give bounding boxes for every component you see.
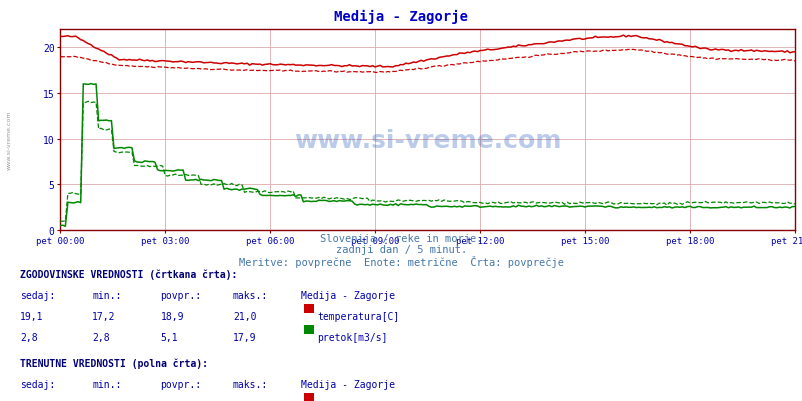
Text: 17,9: 17,9 — [233, 332, 256, 342]
Text: TRENUTNE VREDNOSTI (polna črta):: TRENUTNE VREDNOSTI (polna črta): — [20, 357, 208, 368]
Text: povpr.:: povpr.: — [160, 291, 201, 301]
Text: 19,1: 19,1 — [20, 312, 43, 322]
Text: 17,2: 17,2 — [92, 312, 115, 322]
Text: Slovenija / reke in morje.: Slovenija / reke in morje. — [320, 233, 482, 243]
Text: min.:: min.: — [92, 291, 122, 301]
Text: 19,5: 19,5 — [20, 400, 43, 401]
Text: 2,8: 2,8 — [20, 332, 38, 342]
Text: 21,0: 21,0 — [233, 312, 256, 322]
Text: Medija - Zagorje: Medija - Zagorje — [301, 291, 395, 301]
Text: pretok[m3/s]: pretok[m3/s] — [317, 332, 387, 342]
Text: 21,3: 21,3 — [233, 400, 256, 401]
Text: 19,0: 19,0 — [160, 400, 184, 401]
Text: sedaj:: sedaj: — [20, 291, 55, 301]
Text: 17,5: 17,5 — [92, 400, 115, 401]
Text: www.si-vreme.com: www.si-vreme.com — [6, 111, 11, 170]
Text: Medija - Zagorje: Medija - Zagorje — [301, 379, 395, 389]
Text: min.:: min.: — [92, 379, 122, 389]
Text: www.si-vreme.com: www.si-vreme.com — [294, 128, 561, 152]
Text: zadnji dan / 5 minut.: zadnji dan / 5 minut. — [335, 245, 467, 255]
Text: ZGODOVINSKE VREDNOSTI (črtkana črta):: ZGODOVINSKE VREDNOSTI (črtkana črta): — [20, 269, 237, 279]
Text: maks.:: maks.: — [233, 379, 268, 389]
Text: 5,1: 5,1 — [160, 332, 178, 342]
Text: maks.:: maks.: — [233, 291, 268, 301]
Text: sedaj:: sedaj: — [20, 379, 55, 389]
Text: povpr.:: povpr.: — [160, 379, 201, 389]
Text: 2,8: 2,8 — [92, 332, 110, 342]
Text: 18,9: 18,9 — [160, 312, 184, 322]
Text: Meritve: povprečne  Enote: metrične  Črta: povprečje: Meritve: povprečne Enote: metrične Črta:… — [239, 256, 563, 268]
Text: temperatura[C]: temperatura[C] — [317, 400, 399, 401]
Text: temperatura[C]: temperatura[C] — [317, 312, 399, 322]
Text: Medija - Zagorje: Medija - Zagorje — [334, 10, 468, 24]
